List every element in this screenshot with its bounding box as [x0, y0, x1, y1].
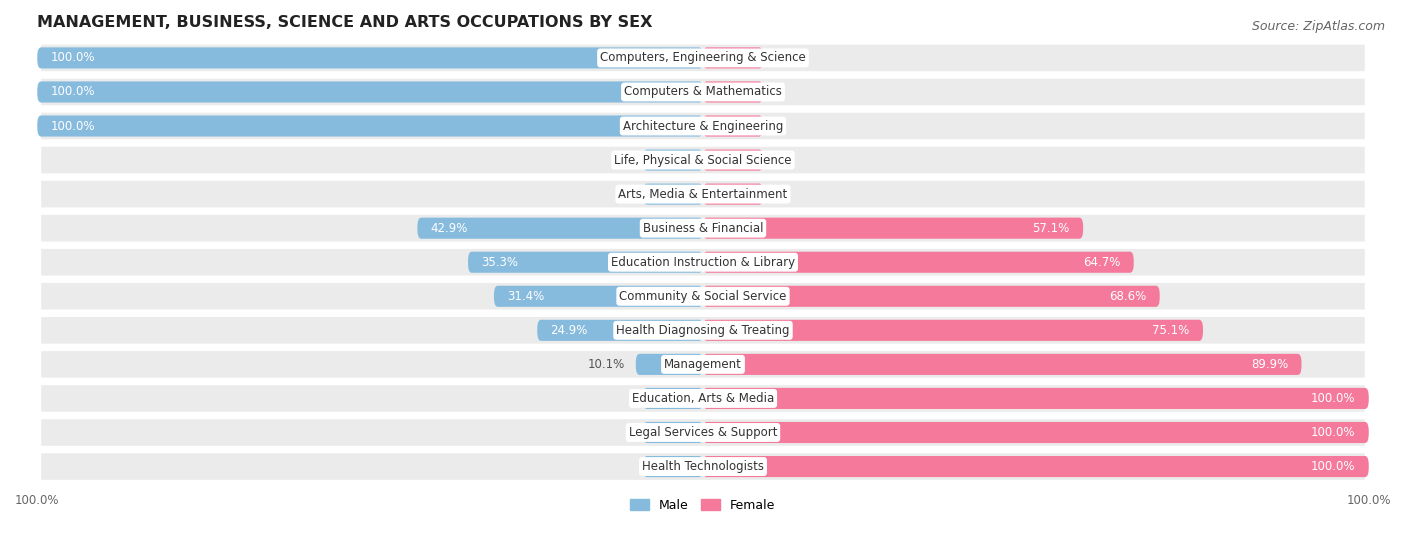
Text: 35.3%: 35.3%	[481, 255, 519, 269]
Text: 100.0%: 100.0%	[1310, 460, 1355, 473]
FancyBboxPatch shape	[41, 385, 1365, 412]
Text: Life, Physical & Social Science: Life, Physical & Social Science	[614, 154, 792, 167]
Text: 0.0%: 0.0%	[714, 154, 744, 167]
Text: Health Diagnosing & Treating: Health Diagnosing & Treating	[616, 324, 790, 337]
Text: 75.1%: 75.1%	[1153, 324, 1189, 337]
FancyBboxPatch shape	[703, 456, 1369, 477]
FancyBboxPatch shape	[636, 354, 703, 375]
Text: 100.0%: 100.0%	[51, 51, 96, 64]
Text: Computers, Engineering & Science: Computers, Engineering & Science	[600, 51, 806, 64]
FancyBboxPatch shape	[703, 252, 1133, 273]
FancyBboxPatch shape	[703, 354, 1302, 375]
Text: 0.0%: 0.0%	[662, 460, 692, 473]
Text: 0.0%: 0.0%	[662, 392, 692, 405]
Text: Community & Social Service: Community & Social Service	[619, 290, 787, 303]
FancyBboxPatch shape	[703, 388, 1369, 409]
Text: 100.0%: 100.0%	[51, 86, 96, 98]
FancyBboxPatch shape	[37, 116, 703, 136]
FancyBboxPatch shape	[703, 149, 763, 170]
FancyBboxPatch shape	[643, 422, 703, 443]
Text: Legal Services & Support: Legal Services & Support	[628, 426, 778, 439]
Text: 64.7%: 64.7%	[1083, 255, 1121, 269]
FancyBboxPatch shape	[643, 456, 703, 477]
FancyBboxPatch shape	[41, 215, 1365, 241]
FancyBboxPatch shape	[41, 45, 1365, 71]
Text: 10.1%: 10.1%	[588, 358, 626, 371]
FancyBboxPatch shape	[37, 82, 703, 102]
Text: 0.0%: 0.0%	[714, 120, 744, 132]
FancyBboxPatch shape	[703, 217, 1083, 239]
FancyBboxPatch shape	[41, 419, 1365, 446]
FancyBboxPatch shape	[643, 149, 703, 170]
Text: Education Instruction & Library: Education Instruction & Library	[612, 255, 794, 269]
Legend: Male, Female: Male, Female	[626, 494, 780, 517]
Text: 24.9%: 24.9%	[551, 324, 588, 337]
Text: Business & Financial: Business & Financial	[643, 222, 763, 235]
Text: 57.1%: 57.1%	[1032, 222, 1070, 235]
FancyBboxPatch shape	[703, 48, 763, 68]
Text: 31.4%: 31.4%	[508, 290, 544, 303]
Text: 100.0%: 100.0%	[1310, 426, 1355, 439]
Text: 100.0%: 100.0%	[1310, 392, 1355, 405]
Text: Computers & Mathematics: Computers & Mathematics	[624, 86, 782, 98]
FancyBboxPatch shape	[537, 320, 703, 341]
Text: 0.0%: 0.0%	[662, 426, 692, 439]
Text: 68.6%: 68.6%	[1109, 290, 1146, 303]
FancyBboxPatch shape	[703, 422, 1369, 443]
FancyBboxPatch shape	[41, 249, 1365, 276]
Text: 0.0%: 0.0%	[714, 86, 744, 98]
Text: Arts, Media & Entertainment: Arts, Media & Entertainment	[619, 188, 787, 201]
FancyBboxPatch shape	[41, 453, 1365, 480]
FancyBboxPatch shape	[37, 48, 703, 68]
Text: 42.9%: 42.9%	[430, 222, 468, 235]
Text: MANAGEMENT, BUSINESS, SCIENCE AND ARTS OCCUPATIONS BY SEX: MANAGEMENT, BUSINESS, SCIENCE AND ARTS O…	[37, 15, 652, 30]
Text: 100.0%: 100.0%	[51, 120, 96, 132]
FancyBboxPatch shape	[41, 283, 1365, 310]
FancyBboxPatch shape	[703, 82, 763, 102]
Text: 0.0%: 0.0%	[662, 154, 692, 167]
FancyBboxPatch shape	[468, 252, 703, 273]
Text: 0.0%: 0.0%	[662, 188, 692, 201]
FancyBboxPatch shape	[41, 79, 1365, 105]
Text: Management: Management	[664, 358, 742, 371]
FancyBboxPatch shape	[703, 183, 763, 205]
FancyBboxPatch shape	[418, 217, 703, 239]
FancyBboxPatch shape	[703, 286, 1160, 307]
FancyBboxPatch shape	[494, 286, 703, 307]
Text: 0.0%: 0.0%	[714, 51, 744, 64]
Text: 89.9%: 89.9%	[1251, 358, 1288, 371]
FancyBboxPatch shape	[41, 113, 1365, 139]
FancyBboxPatch shape	[703, 116, 763, 136]
Text: Health Technologists: Health Technologists	[643, 460, 763, 473]
Text: Education, Arts & Media: Education, Arts & Media	[631, 392, 775, 405]
FancyBboxPatch shape	[643, 388, 703, 409]
Text: 0.0%: 0.0%	[714, 188, 744, 201]
Text: Architecture & Engineering: Architecture & Engineering	[623, 120, 783, 132]
FancyBboxPatch shape	[643, 183, 703, 205]
FancyBboxPatch shape	[703, 320, 1204, 341]
Text: Source: ZipAtlas.com: Source: ZipAtlas.com	[1251, 20, 1385, 32]
FancyBboxPatch shape	[41, 181, 1365, 207]
FancyBboxPatch shape	[41, 351, 1365, 378]
FancyBboxPatch shape	[41, 147, 1365, 173]
FancyBboxPatch shape	[41, 317, 1365, 344]
